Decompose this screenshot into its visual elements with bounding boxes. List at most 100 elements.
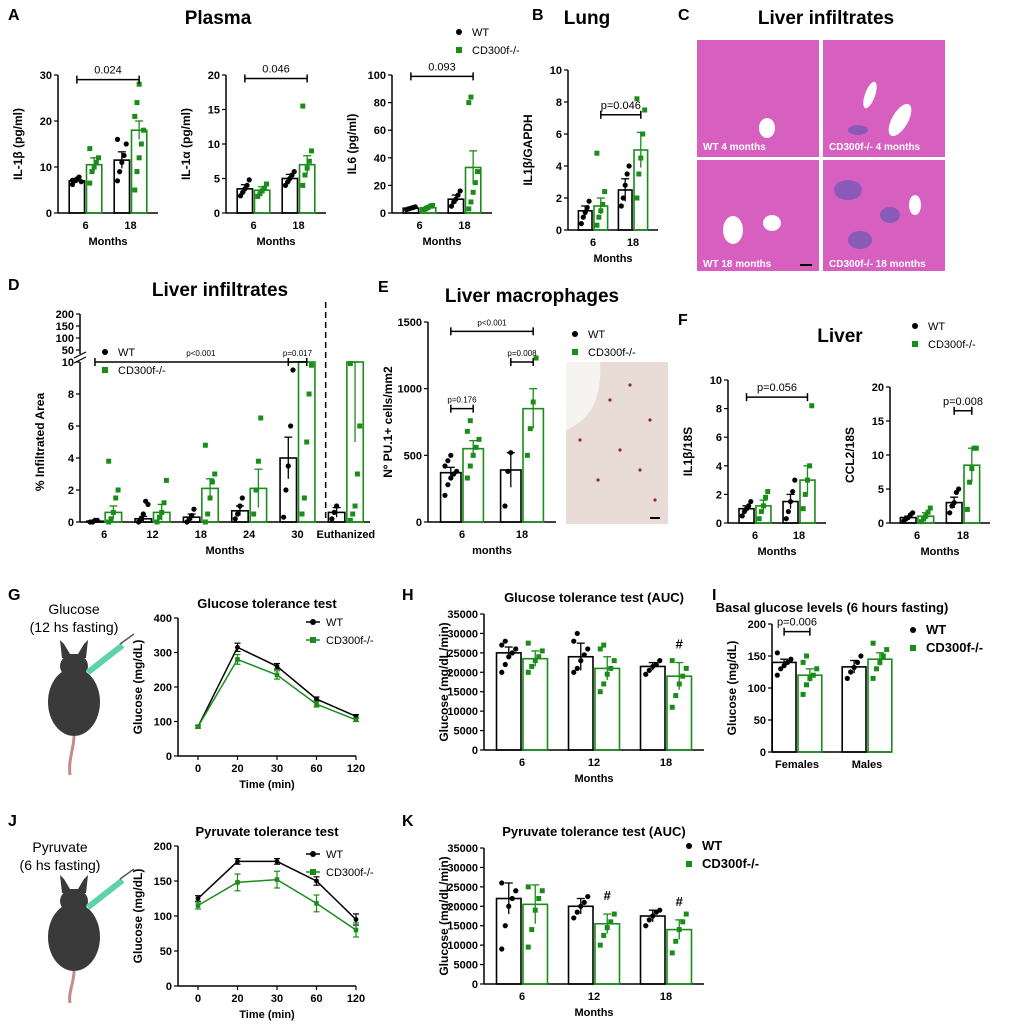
- data-point: [235, 644, 240, 650]
- data-point: [844, 675, 850, 682]
- data-point: [334, 503, 340, 509]
- data-point: [642, 107, 648, 113]
- data-point: [624, 171, 630, 177]
- y-tick-label: 15000: [447, 687, 478, 699]
- data-point: [790, 488, 796, 495]
- legend-marker: [310, 619, 316, 625]
- data-point: [140, 511, 146, 517]
- data-point: [353, 927, 359, 933]
- histology-grid: WT 4 months CD300f-/- 4 months WT 18 mon…: [697, 40, 945, 271]
- data-point: [774, 672, 780, 678]
- y-tick-label: 30000: [447, 628, 478, 640]
- panel-letter-g: G: [8, 587, 20, 604]
- y-tick-label: 20000: [447, 901, 478, 913]
- legend-marker: [572, 331, 578, 337]
- y-tick-label: 20: [872, 382, 884, 394]
- data-point: [604, 671, 610, 677]
- x-axis-label: Months: [574, 773, 613, 785]
- data-point: [290, 367, 296, 373]
- y-tick-label: 150: [56, 321, 74, 333]
- data-point: [235, 657, 240, 662]
- y-tick-label: 8: [556, 97, 562, 109]
- y-tick-label: 0: [166, 751, 172, 763]
- data-point: [314, 701, 319, 707]
- y-axis-label: Glucose (mg/dL): [725, 641, 739, 736]
- x-tick-label: 20: [231, 763, 243, 775]
- x-tick-label: Females: [775, 759, 819, 771]
- histology-label-ko-18m: CD300f-/- 18 months: [829, 259, 926, 270]
- x-axis-label: Time (min): [239, 1009, 295, 1021]
- legend-label: CD300f-/-: [928, 339, 976, 351]
- y-tick-label: 50: [754, 715, 766, 727]
- legend-label: CD300f-/-: [326, 867, 374, 879]
- data-point: [154, 519, 160, 525]
- legend-label: CD300f-/-: [472, 45, 520, 57]
- histology-label-ko-4m: CD300f-/- 4 months: [829, 142, 921, 153]
- y-axis-label: IL1β/18S: [681, 427, 695, 476]
- data-point: [536, 896, 542, 902]
- data-point: [106, 519, 112, 525]
- legend-label: WT: [928, 321, 945, 333]
- data-point: [331, 509, 337, 515]
- legend-glucose-tolerance: WT CD300f-/-: [306, 617, 374, 647]
- data-point: [353, 717, 359, 723]
- data-point: [134, 169, 140, 175]
- data-point: [304, 165, 310, 171]
- data-point: [283, 487, 289, 493]
- data-point: [967, 479, 973, 485]
- panel-e-title: Liver macrophages: [445, 286, 619, 307]
- data-point: [145, 501, 151, 507]
- legend-label: CD300f-/-: [926, 640, 983, 655]
- data-point: [618, 203, 624, 209]
- data-point: [669, 658, 675, 664]
- data-point: [237, 503, 243, 509]
- data-point: [784, 659, 791, 666]
- data-point: [202, 519, 208, 525]
- data-point: [951, 500, 957, 506]
- data-point: [673, 693, 679, 699]
- legend-marker: [912, 323, 918, 329]
- data-point: [189, 513, 195, 519]
- data-point: [781, 663, 787, 669]
- data-point: [870, 675, 876, 681]
- data-point: [638, 155, 644, 161]
- panel-letter-c: C: [678, 7, 690, 24]
- legend-label: WT: [588, 329, 605, 341]
- data-point: [464, 428, 470, 434]
- data-point: [584, 205, 590, 211]
- data-point: [581, 899, 587, 906]
- pyruvate-mouse-label-1: Pyruvate: [32, 839, 87, 855]
- legend-plasma: WT CD300f-/-: [456, 27, 520, 57]
- data-point: [509, 650, 515, 656]
- legend-label: WT: [326, 617, 343, 629]
- bar: [495, 652, 522, 751]
- data-point: [235, 859, 240, 864]
- legend-marker: [310, 851, 316, 857]
- axis-break-mark: [73, 351, 87, 359]
- data-point: [470, 189, 476, 195]
- data-point: [525, 640, 531, 646]
- data-point: [525, 944, 531, 950]
- data-point: [807, 675, 813, 681]
- p-value-label: p=0.046: [601, 100, 641, 112]
- data-point: [804, 477, 810, 483]
- y-tick-label: 0: [760, 747, 766, 759]
- data-point: [788, 656, 794, 662]
- histology-image-wt-4m: [697, 40, 819, 157]
- legend-marker: [912, 341, 918, 347]
- legend-liver-infiltrates: WT CD300f-/-: [102, 347, 166, 377]
- y-tick-label: 40: [374, 153, 386, 165]
- y-tick-label: 25000: [447, 648, 478, 660]
- data-point: [601, 681, 607, 687]
- y-tick-label: 0: [166, 981, 172, 993]
- data-point: [455, 192, 461, 198]
- x-tick-label: 6: [250, 220, 256, 232]
- data-point: [848, 669, 854, 675]
- panel-letter-k: K: [402, 813, 414, 830]
- panel-letter-a: A: [8, 7, 20, 24]
- data-point: [141, 127, 147, 133]
- data-point: [134, 100, 140, 106]
- data-point: [620, 195, 626, 201]
